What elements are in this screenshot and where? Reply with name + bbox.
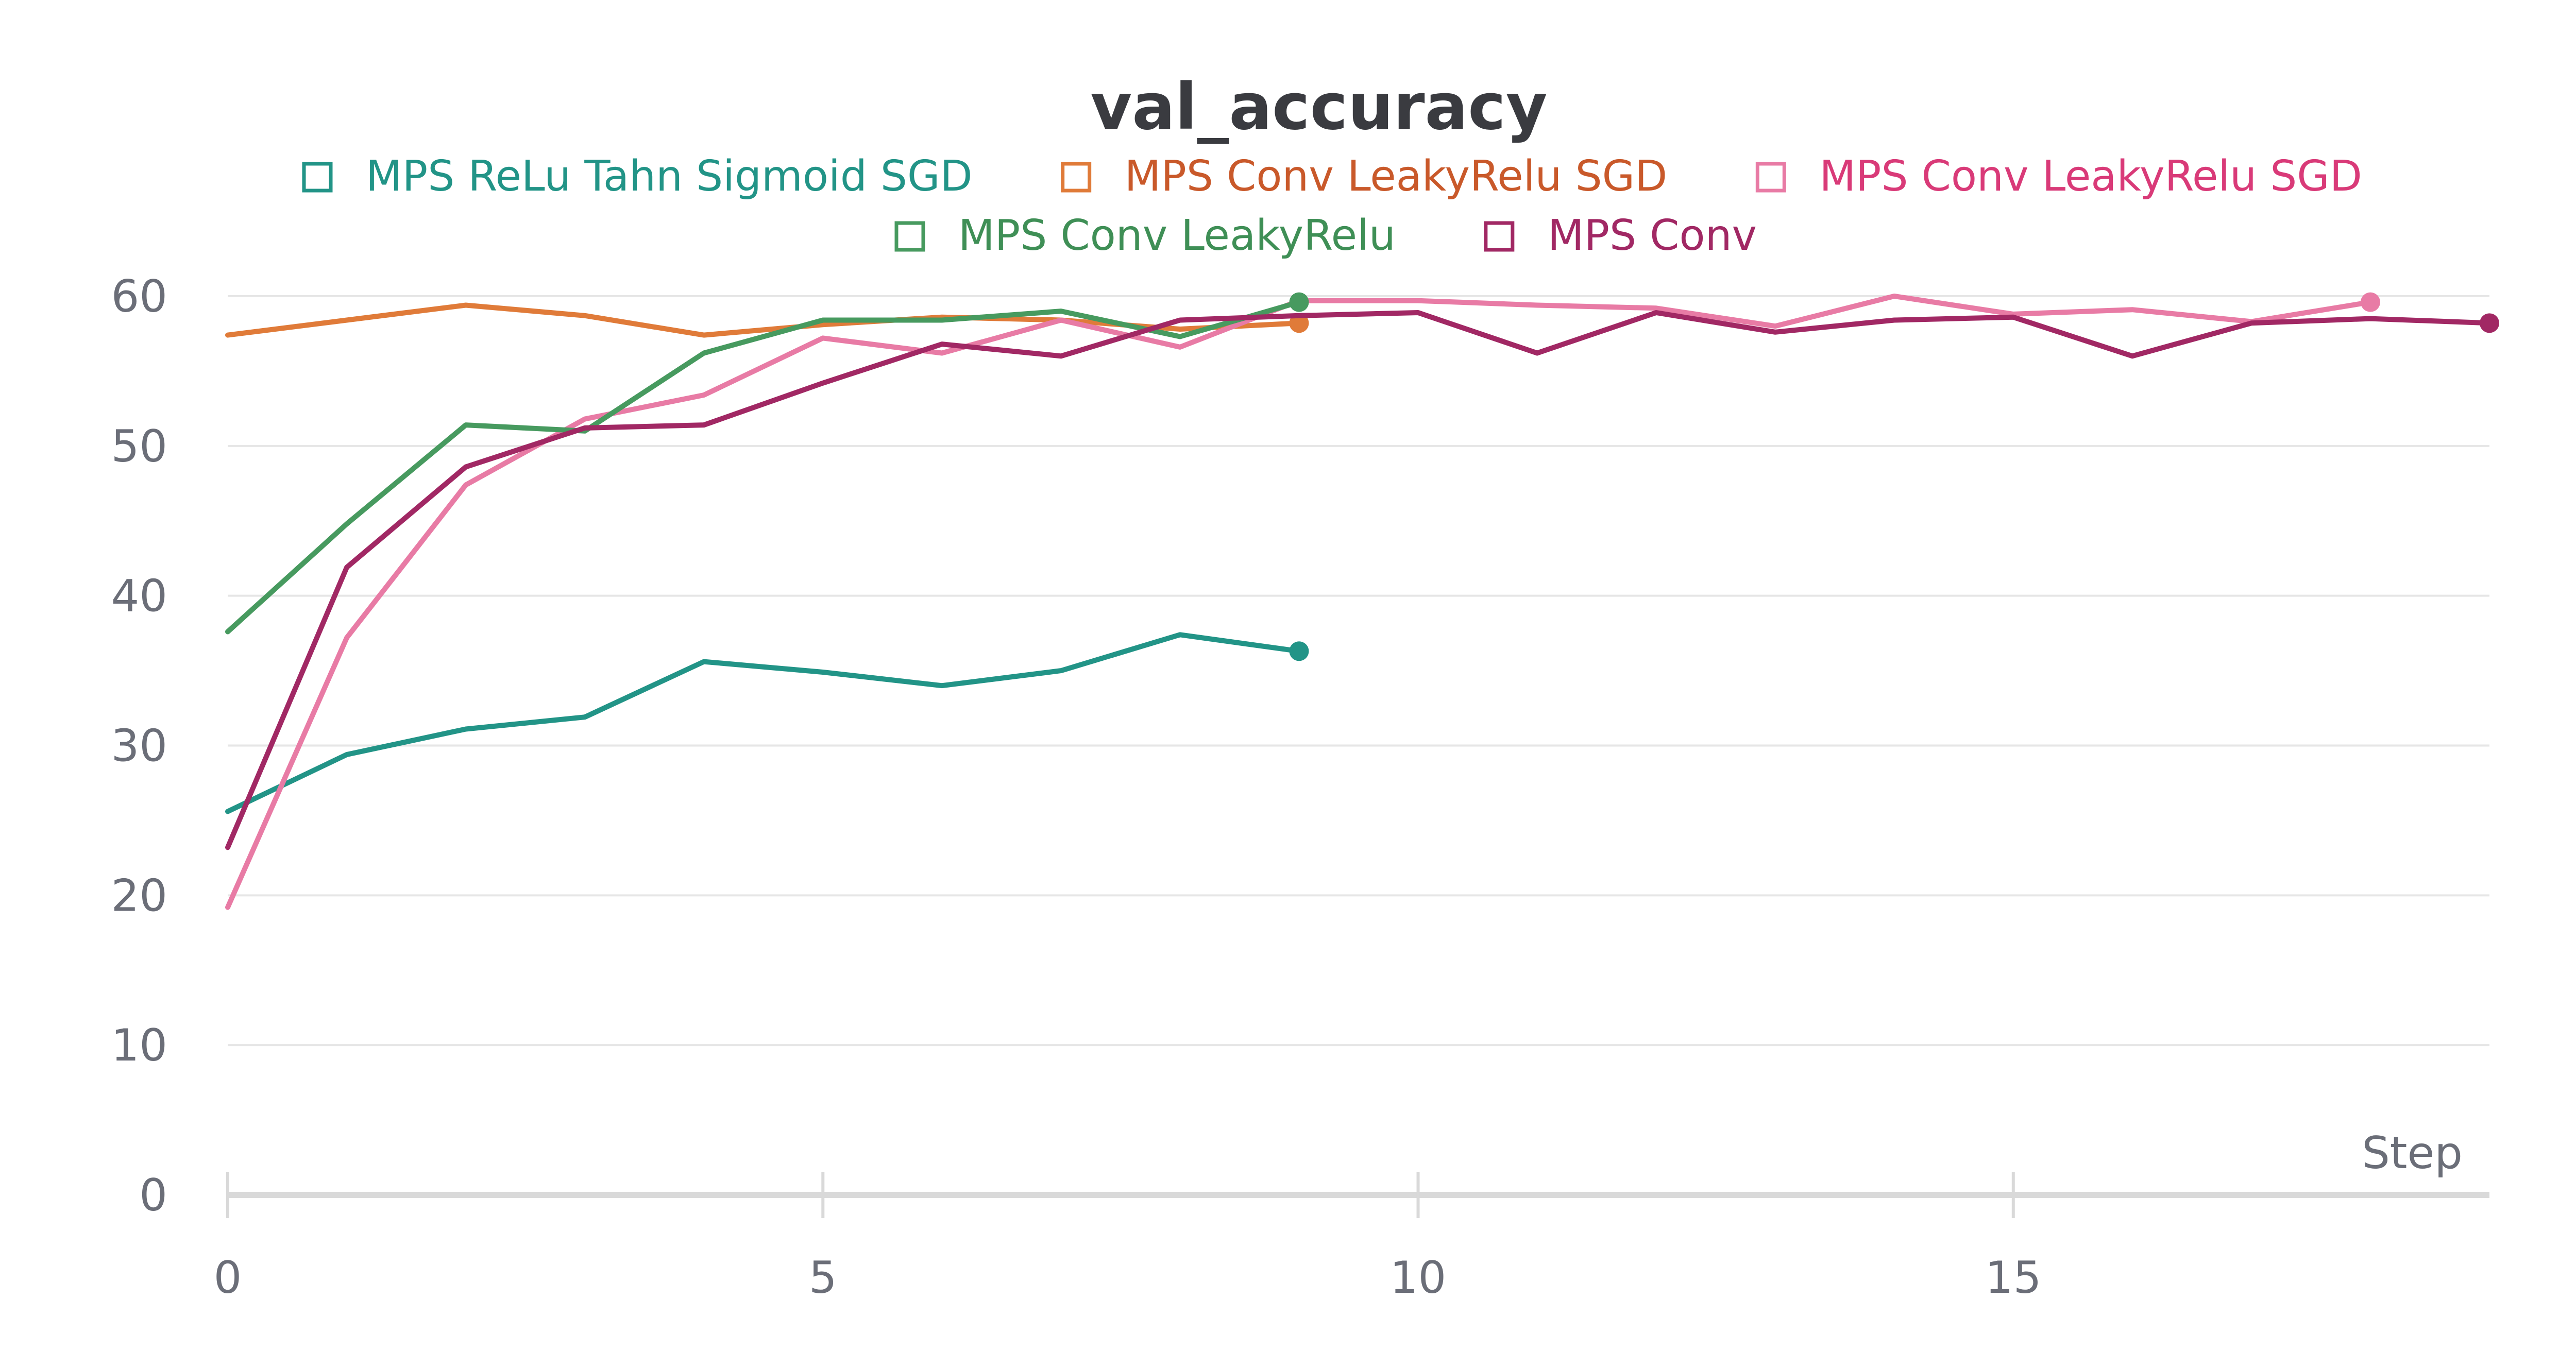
legend-label: MPS Conv LeakyRelu SGD (1125, 152, 1668, 201)
legend-swatch-icon (894, 221, 925, 252)
legend-item-0-2[interactable]: MPS Conv LeakyRelu SGD (1755, 152, 2362, 201)
x-tick-label-5: 5 (809, 1252, 837, 1304)
series-line-3 (225, 299, 1302, 635)
legend-swatch-icon (302, 162, 333, 193)
y-axis-ticks: 0 10 20 30 40 50 60 (111, 271, 167, 1221)
legend-label: MPS ReLu Tahn Sigmoid SGD (366, 152, 973, 201)
series-end-marker-0 (1289, 641, 1309, 661)
y-tick-label-10: 10 (111, 1020, 167, 1071)
series-line-2 (225, 294, 2373, 910)
x-axis: 0 5 10 15 (214, 1172, 2489, 1304)
series-end-marker-3 (1289, 292, 1309, 312)
legend-item-0-1[interactable]: MPS Conv LeakyRelu SGD (1061, 152, 1668, 201)
y-tick-label-0: 0 (139, 1170, 167, 1221)
chart-title: val_accuracy (1090, 70, 1547, 144)
y-tick-label-40: 40 (111, 571, 167, 622)
series-end-marker-4 (2480, 313, 2499, 333)
legend-label: MPS Conv (1548, 211, 1757, 260)
legend-item-0-0[interactable]: MPS ReLu Tahn Sigmoid SGD (302, 152, 973, 201)
grid-lines (228, 295, 2489, 1047)
y-tick-label-50: 50 (111, 421, 167, 472)
legend-item-1-1[interactable]: MPS Conv (1484, 211, 1757, 260)
legend-item-1-0[interactable]: MPS Conv LeakyRelu (894, 211, 1396, 260)
y-tick-label-30: 30 (111, 721, 167, 772)
x-tick-label-10: 10 (1390, 1252, 1446, 1304)
y-tick-label-60: 60 (111, 271, 167, 322)
legend-swatch-icon (1484, 221, 1515, 252)
legend-label: MPS Conv LeakyRelu (958, 211, 1396, 260)
series-line-0 (225, 632, 1302, 814)
x-axis-label: Step (2362, 1127, 2463, 1179)
series-line-4 (225, 310, 2492, 850)
series-lines (225, 292, 2499, 910)
legend-swatch-icon (1061, 162, 1092, 193)
legend: MPS ReLu Tahn Sigmoid SGD MPS Conv LeakyR… (302, 152, 2362, 260)
y-tick-label-20: 20 (111, 870, 167, 921)
legend-swatch-icon (1755, 162, 1786, 193)
series-end-marker-2 (2360, 292, 2380, 312)
x-tick-label-15: 15 (1985, 1252, 2041, 1304)
legend-label: MPS Conv LeakyRelu SGD (1819, 152, 2362, 201)
x-tick-label-0: 0 (214, 1252, 242, 1304)
